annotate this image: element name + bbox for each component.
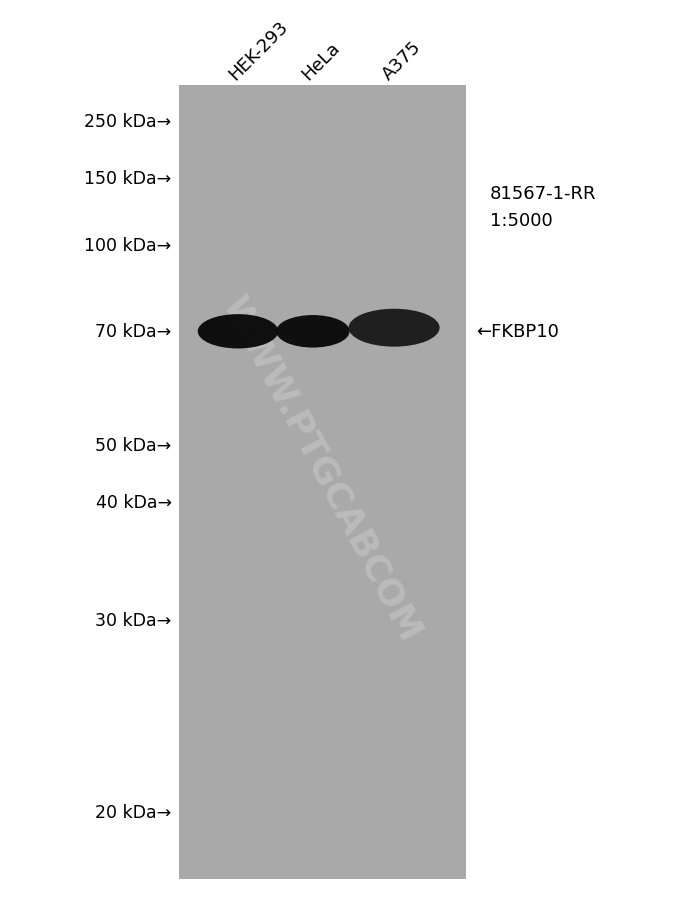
Text: 40 kDa→: 40 kDa→ [95, 493, 172, 511]
Text: ←FKBP10: ←FKBP10 [476, 323, 559, 341]
Text: 20 kDa→: 20 kDa→ [95, 803, 172, 821]
Text: 250 kDa→: 250 kDa→ [85, 113, 172, 131]
Text: 100 kDa→: 100 kDa→ [85, 236, 172, 254]
Text: 30 kDa→: 30 kDa→ [95, 612, 172, 630]
Text: 70 kDa→: 70 kDa→ [95, 323, 172, 341]
Text: HEK-293: HEK-293 [225, 18, 291, 84]
Ellipse shape [198, 315, 279, 349]
Ellipse shape [276, 316, 350, 348]
FancyBboxPatch shape [178, 86, 466, 879]
Text: A375: A375 [379, 38, 425, 84]
Ellipse shape [349, 309, 440, 347]
Text: 50 kDa→: 50 kDa→ [95, 437, 172, 455]
Text: 150 kDa→: 150 kDa→ [85, 170, 172, 188]
Text: HeLa: HeLa [299, 39, 344, 84]
Text: WWW.PTGCABCOM: WWW.PTGCABCOM [216, 290, 428, 648]
Text: 81567-1-RR
1:5000: 81567-1-RR 1:5000 [490, 185, 596, 230]
